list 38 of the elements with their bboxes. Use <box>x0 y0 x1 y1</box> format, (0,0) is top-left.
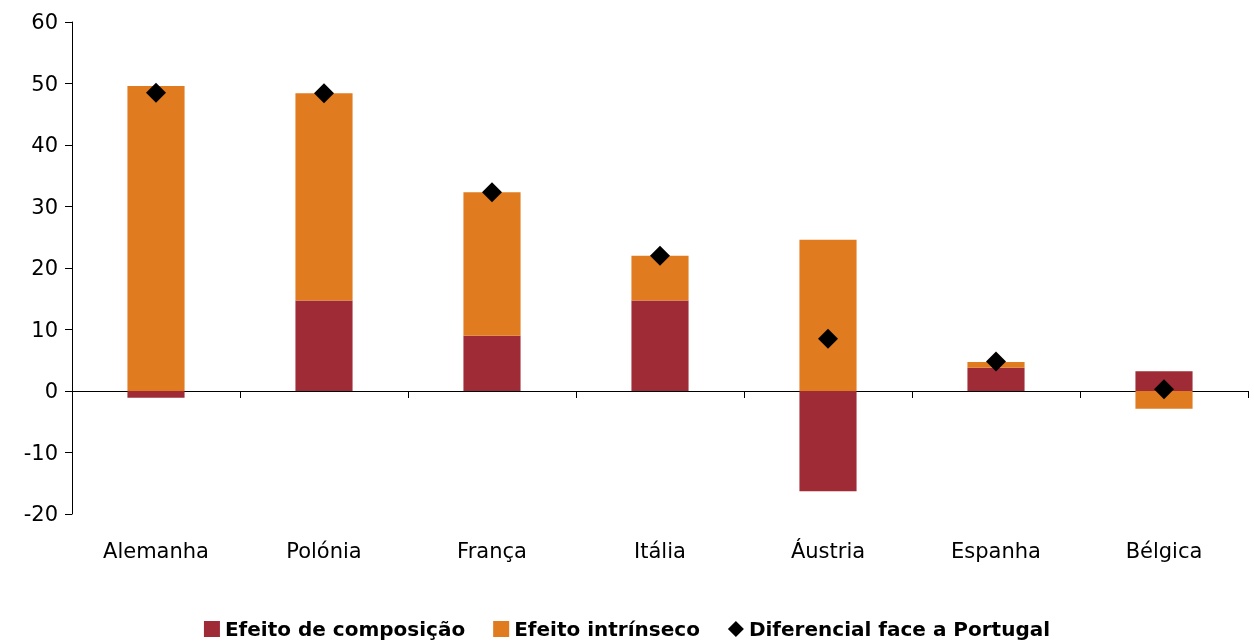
x-tick-label: Áustria <box>790 537 866 563</box>
y-tick-label: -10 <box>23 440 58 465</box>
legend-label: Efeito de composição <box>224 617 466 641</box>
bar <box>295 93 353 301</box>
x-tick-label: Bélgica <box>1125 538 1203 563</box>
bar <box>799 239 857 391</box>
x-tick-label: Itália <box>634 538 686 563</box>
point <box>986 351 1006 372</box>
x-tick-label: Alemanha <box>103 538 209 563</box>
bar <box>463 335 521 391</box>
bar <box>463 192 521 336</box>
bar <box>631 300 689 391</box>
bar <box>631 255 689 301</box>
bar <box>295 300 353 391</box>
y-tick-label: 0 <box>44 379 58 403</box>
point <box>1154 379 1174 400</box>
x-tick-label: França <box>457 538 527 563</box>
bar <box>127 391 185 398</box>
bar <box>127 85 185 391</box>
y-tick-label: 60 <box>31 10 58 34</box>
point <box>650 245 670 266</box>
y-tick-label: -20 <box>23 502 58 526</box>
legend-label: Efeito intrínseco <box>514 617 700 641</box>
bar <box>799 391 857 492</box>
bar <box>967 367 1025 391</box>
point <box>314 83 334 104</box>
x-tick-label: Espanha <box>951 538 1041 563</box>
point <box>146 82 166 103</box>
y-tick-label: 20 <box>31 256 58 280</box>
point <box>482 182 502 203</box>
y-tick-label: 40 <box>31 133 58 157</box>
y-tick-label: 50 <box>31 71 58 96</box>
point <box>818 328 838 349</box>
y-tick-label: 10 <box>31 317 58 342</box>
bar <box>1135 391 1193 409</box>
x-tick-label: Polónia <box>286 538 362 563</box>
legend-label: Diferencial face a Portugal <box>748 617 1051 641</box>
y-tick-label: 30 <box>31 194 58 219</box>
